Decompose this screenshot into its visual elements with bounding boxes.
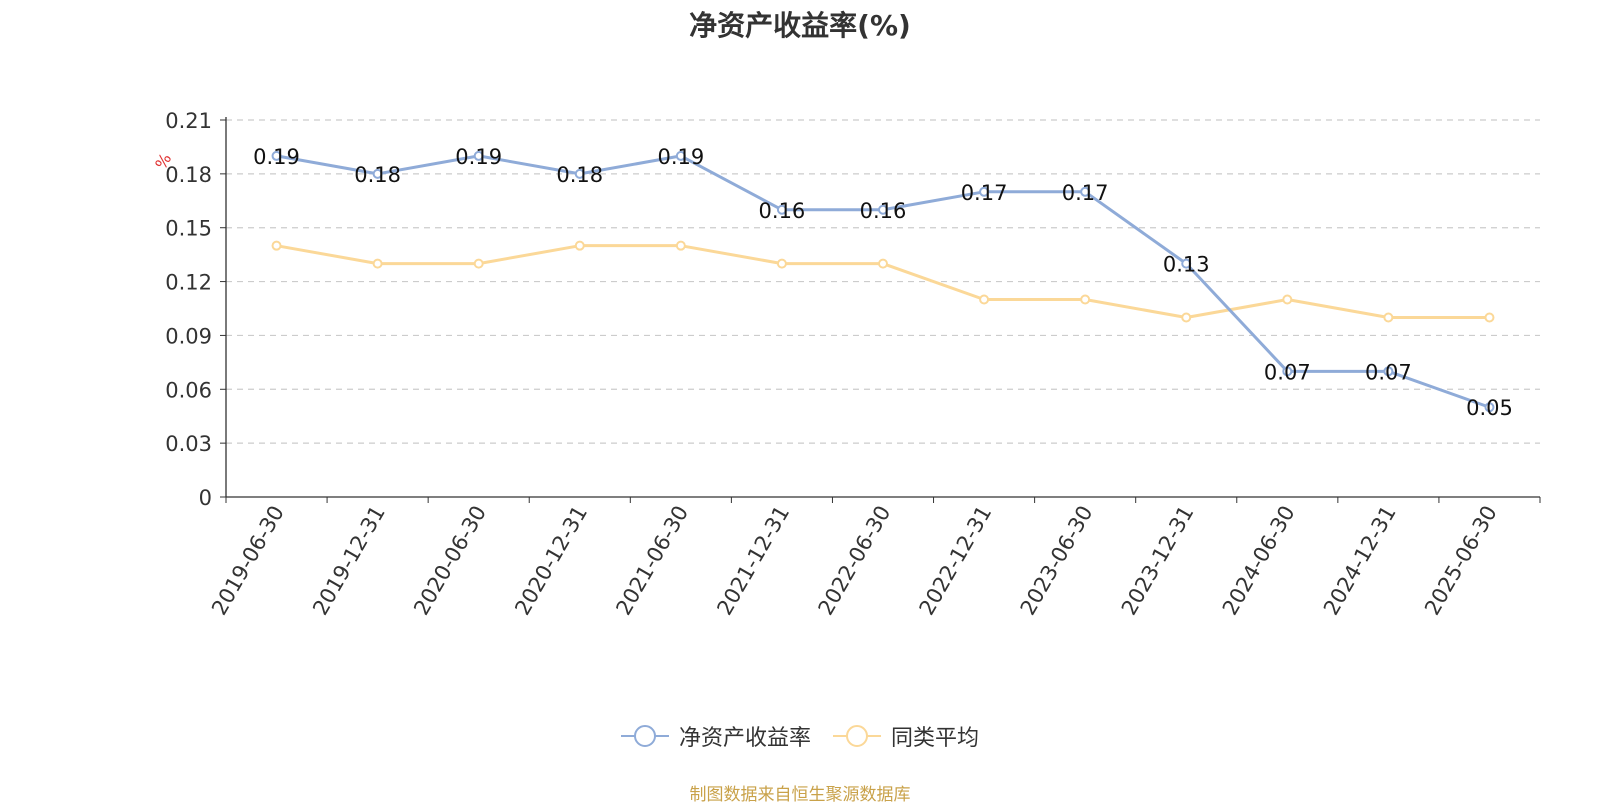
- data-point: [979, 186, 990, 197]
- data-point: [271, 240, 282, 251]
- chart-plot: 00.030.060.090.120.150.180.21%2019-06-30…: [151, 109, 1541, 620]
- data-point: [574, 168, 585, 179]
- data-point: [1282, 366, 1293, 377]
- data-point: [878, 204, 888, 215]
- data-label: 0.13: [1163, 253, 1210, 277]
- x-tick-label: 2023-12-31: [1117, 502, 1199, 620]
- data-label: 0.05: [1466, 396, 1513, 420]
- chart-title: 净资产收益率(%): [689, 9, 911, 42]
- y-tick-label: 0.12: [165, 271, 212, 295]
- data-point: [372, 168, 383, 179]
- legend-marker-roe: [620, 725, 669, 747]
- legend-marker-peer-average: [833, 725, 881, 747]
- legend-item-peer-average[interactable]: 同类平均: [833, 720, 979, 752]
- y-tick-label: 0.15: [165, 217, 212, 241]
- x-tick-label: 2021-12-31: [712, 502, 794, 620]
- data-point: [473, 258, 484, 269]
- data-point: [1080, 294, 1091, 305]
- data-point: [1080, 186, 1091, 197]
- data-point: [1383, 312, 1394, 323]
- data-point: [878, 258, 888, 269]
- data-point: [372, 258, 383, 269]
- y-tick-label: 0.09: [165, 324, 212, 348]
- x-tick-label: 2022-06-30: [814, 502, 896, 620]
- x-tick-label: 2022-12-31: [915, 502, 997, 620]
- data-label: 0.19: [253, 145, 300, 169]
- data-point: [271, 150, 282, 161]
- data-point: [675, 150, 686, 161]
- y-tick-label: 0.18: [165, 163, 212, 187]
- data-label: 0.16: [759, 199, 806, 223]
- data-label: 0.18: [556, 163, 603, 187]
- source-note: 制图数据来自恒生聚源数据库: [689, 785, 911, 805]
- x-tick-label: 2019-12-31: [308, 502, 390, 620]
- data-label: 0.18: [354, 163, 401, 187]
- data-point: [1282, 294, 1293, 305]
- data-label: 0.07: [1365, 360, 1412, 384]
- y-tick-label: 0.21: [165, 109, 212, 133]
- legend-item-roe[interactable]: 净资产收益率: [620, 720, 811, 752]
- x-tick-label: 2024-06-30: [1218, 502, 1300, 620]
- x-tick-label: 2021-06-30: [611, 502, 693, 620]
- y-tick-label: 0.06: [165, 378, 212, 402]
- x-tick-label: 2020-12-31: [510, 502, 592, 620]
- legend-label-roe: 净资产收益率: [678, 726, 811, 751]
- y-tick-label: 0: [199, 486, 212, 510]
- data-point: [1484, 402, 1495, 413]
- x-tick-label: 2024-12-31: [1319, 502, 1401, 620]
- x-tick-label: 2025-06-30: [1420, 502, 1502, 620]
- data-point: [1181, 258, 1192, 269]
- x-tick-label: 2020-06-30: [409, 502, 491, 620]
- data-point: [473, 150, 484, 161]
- data-point: [776, 204, 787, 215]
- data-point: [979, 294, 990, 305]
- x-tick-label: 2023-06-30: [1016, 502, 1098, 620]
- data-label: 0.16: [860, 199, 907, 223]
- data-label: 0.17: [1062, 181, 1109, 205]
- data-point: [574, 240, 585, 251]
- data-point: [1181, 312, 1192, 323]
- data-label: 0.07: [1264, 360, 1311, 384]
- data-point: [675, 240, 686, 251]
- data-point: [1484, 312, 1495, 323]
- x-tick-label: 2019-06-30: [207, 502, 289, 620]
- data-label: 0.17: [961, 181, 1008, 205]
- legend: 净资产收益率 同类平均: [0, 720, 1600, 752]
- data-point: [1383, 366, 1394, 377]
- data-label: 0.19: [455, 145, 502, 169]
- data-point: [776, 258, 787, 269]
- y-tick-label: 0.03: [165, 432, 212, 456]
- data-label: 0.19: [657, 145, 704, 169]
- legend-label-peer-average: 同类平均: [891, 726, 980, 751]
